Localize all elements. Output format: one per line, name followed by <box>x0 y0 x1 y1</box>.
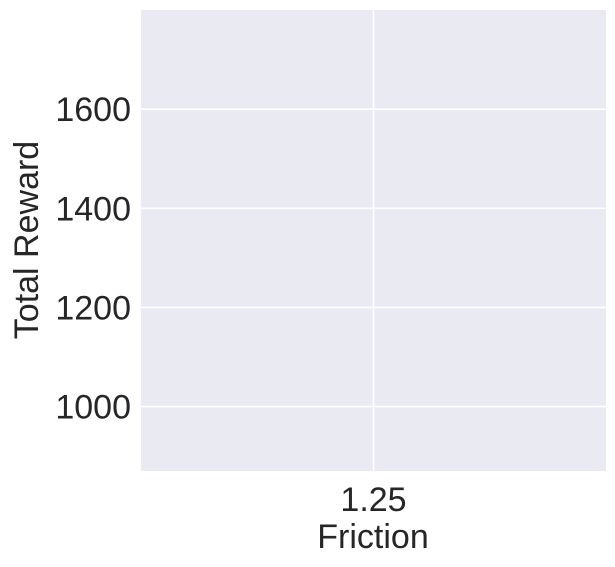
x-tick-label: 1.25 <box>340 481 406 519</box>
y-tick-label: 1600 <box>55 91 131 129</box>
y-tick-label: 1000 <box>55 389 131 427</box>
y-tick-label: 1400 <box>55 190 131 228</box>
grid-lines <box>141 10 606 471</box>
y-tick-label: 1200 <box>55 289 131 327</box>
tick-labels: 1000 1200 1400 1600 1.25 <box>55 91 406 519</box>
y-axis-label: Total Reward <box>8 141 46 339</box>
x-axis-label: Friction <box>317 518 428 556</box>
